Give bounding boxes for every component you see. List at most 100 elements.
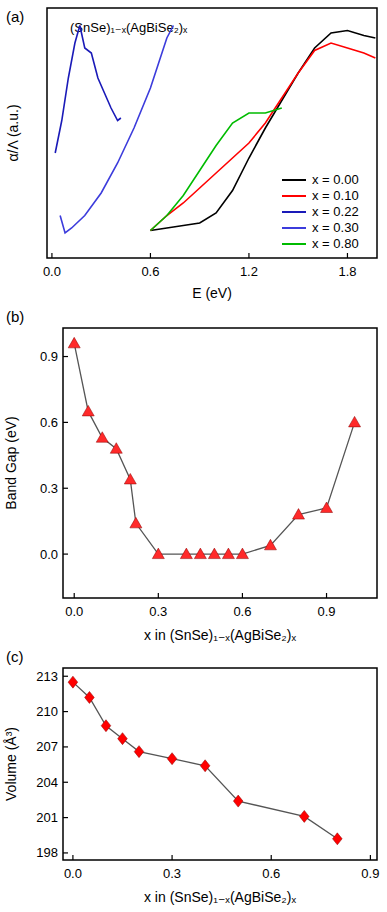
y-tick-label: 201: [36, 810, 58, 825]
x-tick-label: 0.0: [64, 866, 82, 881]
y-tick: [63, 817, 68, 818]
legend-swatch: [282, 195, 306, 197]
legend-label: x = 0.30: [312, 220, 359, 235]
x-tick-label: 1.2: [240, 264, 258, 279]
series-line: [73, 682, 337, 839]
marker: [68, 676, 78, 688]
marker: [152, 548, 164, 559]
x-axis-label: x in (SnSe)₁₋ₓ(AgBiSe₂)ₓ: [144, 627, 296, 643]
x-axis-label: x in (SnSe)₁₋ₓ(AgBiSe₂)ₓ: [144, 889, 296, 905]
x-tick-label: 0.6: [262, 866, 280, 881]
marker: [349, 416, 361, 427]
data-area: [55, 26, 375, 234]
y-axis-label: Band Gap (eV): [3, 416, 19, 509]
plot-frame: [63, 328, 377, 598]
data-area: [68, 676, 342, 845]
x-tick: [347, 253, 348, 258]
y-tick-label: 0.3: [40, 481, 58, 496]
x-tick: [242, 593, 243, 598]
x-tick: [171, 855, 172, 860]
x-tick-label: 0.3: [149, 604, 167, 619]
y-tick: [63, 422, 68, 423]
y-tick-label: 0.0: [40, 547, 58, 562]
x-tick-label: 0.9: [361, 866, 379, 881]
plot-frame: [63, 668, 377, 860]
legend-swatch: [282, 179, 306, 181]
legend-label: x = 0.10: [312, 188, 359, 203]
x-tick-label: 0.0: [43, 264, 61, 279]
marker: [96, 432, 108, 443]
series-line: [60, 26, 173, 234]
marker: [124, 473, 136, 484]
series-line: [74, 343, 354, 554]
x-tick-label: 0.6: [141, 264, 159, 279]
series-line: [150, 43, 375, 231]
series-line: [55, 26, 121, 154]
marker: [222, 548, 234, 559]
marker: [167, 753, 177, 765]
x-axis-label: E (eV): [192, 285, 232, 301]
panel-label: (c): [6, 648, 24, 665]
y-tick: [63, 852, 68, 853]
y-tick: [63, 782, 68, 783]
marker: [110, 443, 122, 454]
y-tick-label: 213: [36, 669, 58, 684]
marker: [134, 746, 144, 758]
marker: [118, 733, 128, 745]
panel-label: (b): [6, 308, 24, 325]
marker: [293, 509, 305, 520]
marker: [200, 760, 210, 772]
marker: [82, 405, 94, 416]
y-tick: [63, 488, 68, 489]
legend-label: x = 0.22: [312, 204, 359, 219]
legend-swatch: [282, 243, 306, 245]
y-tick: [63, 746, 68, 747]
marker: [194, 548, 206, 559]
marker: [68, 337, 80, 348]
marker: [208, 548, 220, 559]
marker: [321, 502, 333, 513]
y-axis-label: α/Λ (a.u.): [5, 104, 21, 161]
marker: [85, 691, 95, 703]
legend-label: x = 0.00: [312, 172, 359, 187]
marker: [299, 810, 309, 822]
legend-label: x = 0.80: [312, 236, 359, 251]
y-axis-label: Volume (Å³): [3, 727, 19, 801]
marker: [130, 517, 142, 528]
y-tick-label: 0.9: [40, 349, 58, 364]
x-tick: [51, 253, 52, 258]
y-tick: [63, 676, 68, 677]
y-tick-label: 207: [36, 739, 58, 754]
marker: [233, 795, 243, 807]
marker: [236, 548, 248, 559]
legend-swatch: [282, 227, 306, 229]
x-tick: [72, 855, 73, 860]
y-tick-label: 210: [36, 704, 58, 719]
marker: [333, 833, 343, 845]
y-tick-label: 204: [36, 775, 58, 790]
y-tick-label: 198: [36, 845, 58, 860]
panel-label: (a): [6, 8, 24, 25]
y-tick: [63, 711, 68, 712]
y-tick: [63, 356, 68, 357]
marker: [101, 720, 111, 732]
series-line: [150, 108, 281, 231]
marker: [264, 539, 276, 550]
x-tick: [248, 253, 249, 258]
x-tick: [150, 253, 151, 258]
panel: 0.00.30.60.90.00.30.60.9x in (SnSe)₁₋ₓ(A…: [3, 308, 377, 643]
plot-frame: [47, 8, 377, 258]
y-tick-label: 0.6: [40, 415, 58, 430]
x-tick: [271, 855, 272, 860]
legend-swatch: [282, 211, 306, 213]
panel: 0.00.30.60.9198201204207210213x in (SnSe…: [3, 648, 379, 905]
data-area: [68, 337, 360, 558]
marker: [180, 548, 192, 559]
legend: x = 0.00x = 0.10x = 0.22x = 0.30x = 0.80: [282, 172, 359, 251]
y-tick: [63, 553, 68, 554]
figure: 0.00.61.21.8E (eV)α/Λ (a.u.)(a)(SnSe)₁₋ₓ…: [0, 0, 387, 912]
series-line: [150, 31, 375, 231]
x-tick-label: 0.6: [233, 604, 251, 619]
x-tick: [370, 855, 371, 860]
x-tick-label: 0.9: [317, 604, 335, 619]
